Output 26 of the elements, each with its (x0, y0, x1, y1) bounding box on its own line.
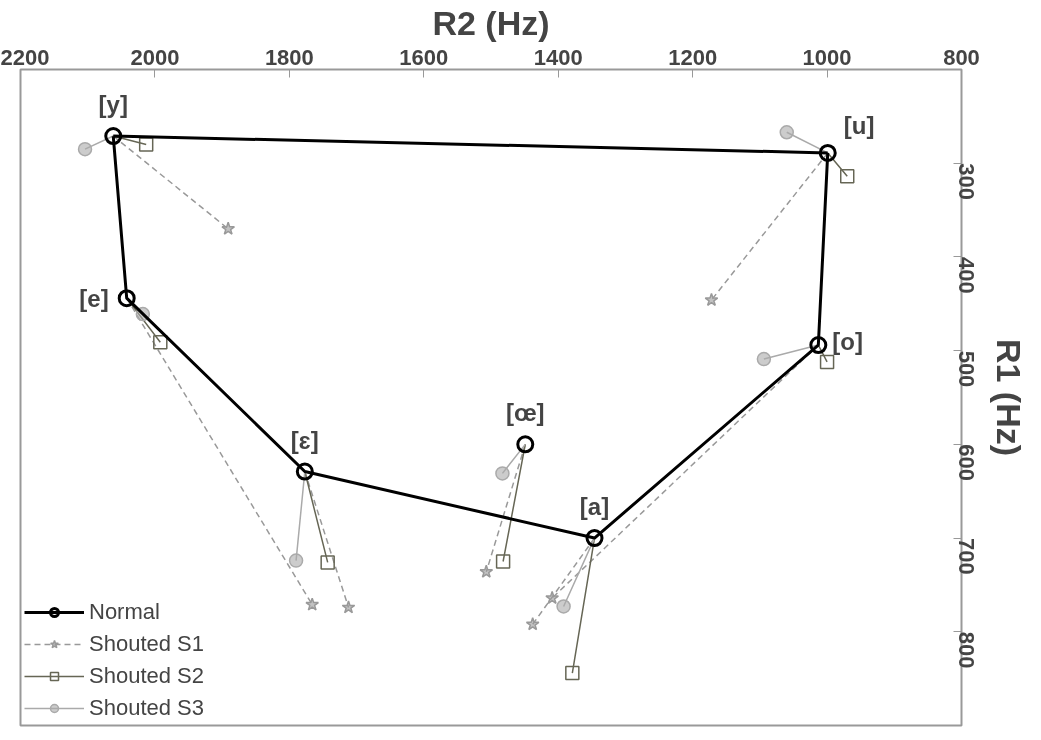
annotation: [e] (79, 284, 109, 312)
annotation: [a] (579, 493, 610, 521)
x-tick-label: 2200 (0, 44, 50, 70)
y-tick-label: 700 (954, 538, 979, 575)
y-tick-label: 400 (954, 256, 979, 294)
x-tick-label: 1000 (802, 44, 852, 70)
x-tick-label: 2000 (130, 44, 180, 70)
legend-label: Shouted S3 (89, 695, 204, 721)
annotation: [œ] (505, 399, 545, 427)
annotation: [u] (843, 111, 875, 139)
x-axis-title: R2 (Hz) (432, 3, 550, 42)
legend-label: Shouted S2 (89, 663, 204, 689)
annotation: [y] (98, 91, 128, 119)
x-tick-label: 1400 (533, 44, 583, 70)
annotation: [ɛ] (290, 426, 319, 454)
y-tick-label: 500 (954, 350, 979, 388)
y-axis-title: R1 (Hz) (989, 338, 1028, 457)
annotation: [o] (832, 327, 863, 355)
x-tick-label: 1600 (399, 44, 449, 70)
legend-label: Shouted S1 (89, 631, 204, 657)
y-tick-label: 800 (954, 631, 979, 669)
x-tick-label: 1800 (264, 44, 314, 70)
x-tick-label: 1200 (668, 44, 718, 70)
y-tick-label: 600 (954, 444, 979, 482)
y-tick-label: 300 (954, 163, 979, 200)
legend-label: Normal (89, 599, 160, 625)
